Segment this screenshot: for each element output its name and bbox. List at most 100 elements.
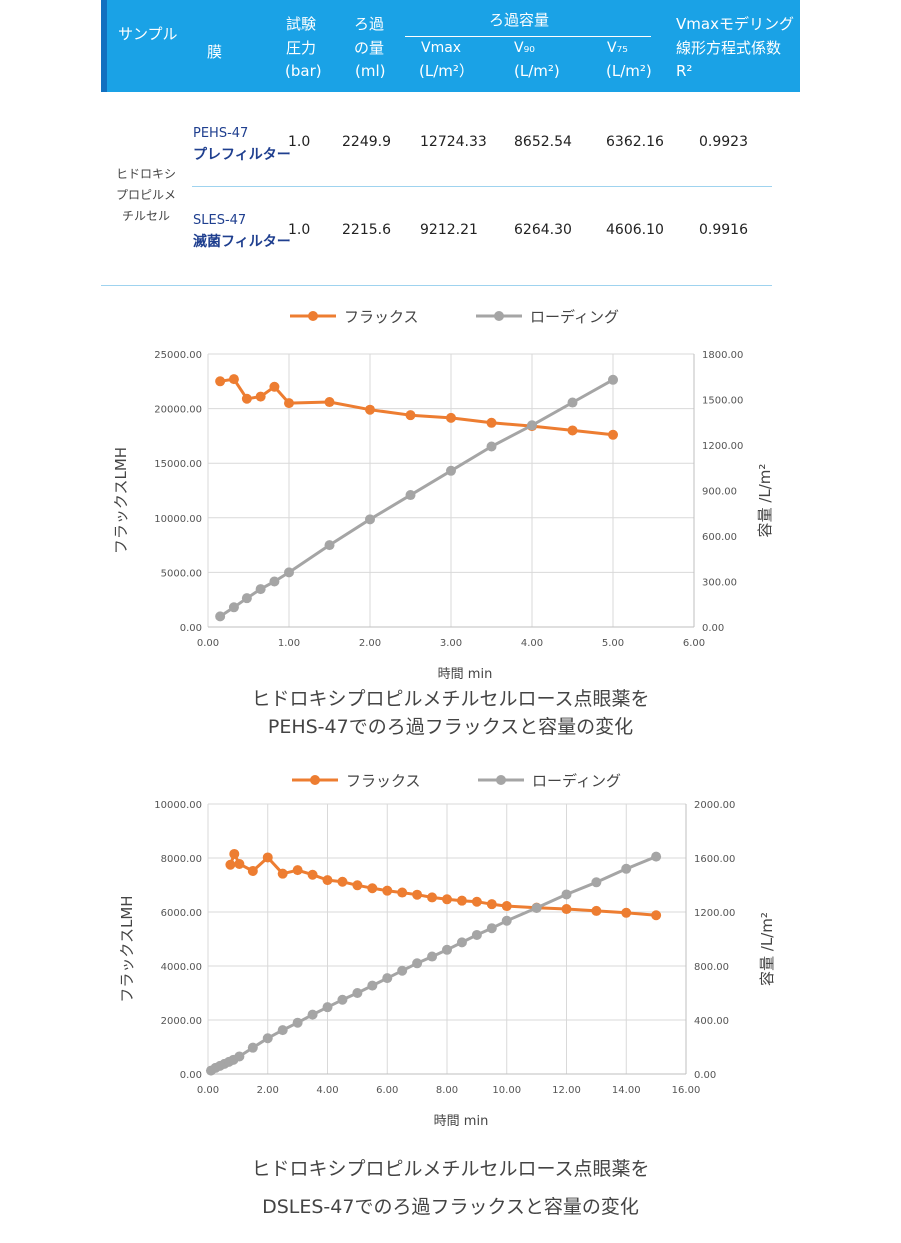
chart2-caption: ヒドロキシプロピルメチルセルロース点眼薬を DSLES-47でのろ過フラックスと… <box>0 1155 901 1221</box>
row-separator <box>192 186 772 187</box>
header-membrane: 膜 <box>207 43 223 61</box>
series-1-point <box>427 892 438 903</box>
x-tick-label: 12.00 <box>552 1085 581 1096</box>
chart2-caption-line1: ヒドロキシプロピルメチルセルロース点眼薬を <box>251 1158 650 1180</box>
x-tick-label: 6.00 <box>683 638 705 649</box>
y2-tick-label: 1600.00 <box>694 854 735 865</box>
row1-volume: 2249.9 <box>342 134 391 150</box>
row2-membrane-code: SLES-47 <box>193 213 247 228</box>
row1-vmax: 12724.33 <box>420 134 487 150</box>
y2-tick-label: 300.00 <box>702 578 737 589</box>
series-1-point <box>277 868 288 879</box>
x-tick-label: 4.00 <box>316 1085 338 1096</box>
legend-marker-2 <box>494 311 504 321</box>
series-2-point <box>367 980 378 991</box>
series-1-point <box>241 393 252 404</box>
x-tick-label: 0.00 <box>197 638 219 649</box>
header-r2-2: 線形方程式係数 <box>676 39 782 57</box>
series-2-point <box>215 611 226 622</box>
series-1-point <box>567 425 578 436</box>
x-axis-title: 時間 min <box>438 667 493 682</box>
x-tick-label: 2.00 <box>359 638 381 649</box>
series-1-point <box>247 865 258 876</box>
series-2-point <box>501 915 512 926</box>
series-1-point <box>382 885 393 896</box>
series-2-point <box>255 584 266 595</box>
series-1-point <box>225 859 236 870</box>
header-v75-1: V₇₅ <box>607 40 628 56</box>
series-1-point <box>284 398 294 409</box>
series-1-point <box>405 410 416 421</box>
y2-tick-label: 1800.00 <box>702 350 743 361</box>
series-1-point <box>262 852 273 863</box>
y-tick-label: 6000.00 <box>161 908 202 919</box>
x-tick-label: 6.00 <box>376 1085 398 1096</box>
row2-v90: 6264.30 <box>514 222 572 238</box>
legend-label-1: フラックス <box>344 308 419 326</box>
series-2-point <box>228 602 239 613</box>
row1-membrane-code: PEHS-47 <box>193 126 249 141</box>
x-tick-label: 8.00 <box>436 1085 458 1096</box>
header-pressure-1: 試験 <box>286 15 317 33</box>
table-header <box>101 0 800 92</box>
chart1-caption: ヒドロキシプロピルメチルセルロース点眼薬を PEHS-47でのろ過フラックスと容… <box>0 685 901 741</box>
series-1-point <box>337 876 348 887</box>
header-volume-3: (ml) <box>355 62 386 80</box>
series-2-point <box>412 958 423 969</box>
series-2-point <box>307 1009 318 1020</box>
row2-pressure: 1.0 <box>288 222 311 238</box>
y-tick-label: 2000.00 <box>161 1016 202 1027</box>
y-tick-label: 10000.00 <box>154 514 202 525</box>
chart-1: フラックス ローディング 0.00 1.00 2.00 3.00 4.00 5.00 6.00 0… <box>112 308 774 682</box>
series-2-point <box>561 889 572 900</box>
series-2-point <box>269 576 280 587</box>
series-2-point <box>608 374 618 385</box>
header-vmax-1: Vmax <box>421 40 462 56</box>
x-tick-label: 14.00 <box>612 1085 641 1096</box>
series-1-point <box>621 907 632 918</box>
series-2-point <box>337 994 348 1005</box>
x-axis-title: 時間 min <box>434 1114 489 1129</box>
series-2-point <box>486 441 497 452</box>
row2-v75: 4606.10 <box>606 222 664 238</box>
y2-tick-label: 1200.00 <box>702 441 743 452</box>
series-1-point <box>322 875 333 886</box>
series-1-point <box>307 869 318 880</box>
y2-axis-title: 容量 /L/m² <box>758 912 776 986</box>
x-tick-label: 0.00 <box>197 1085 219 1096</box>
series-2-point <box>284 567 294 578</box>
y-tick-label: 15000.00 <box>154 459 202 470</box>
series-1-point <box>292 865 303 876</box>
y2-tick-label: 600.00 <box>702 532 737 543</box>
series-2-point <box>352 988 363 998</box>
series-1-point <box>229 848 240 859</box>
series-2-point <box>427 951 438 962</box>
series-1-point <box>215 376 226 387</box>
row1-v75: 6362.16 <box>606 134 664 150</box>
y-tick-label: 4000.00 <box>161 962 202 973</box>
header-capacity-group: ろ過容量 <box>489 11 550 29</box>
header-sample: サンプル <box>118 25 178 43</box>
header-capacity-underline <box>405 36 651 37</box>
y-tick-label: 0.00 <box>180 623 202 634</box>
header-v90-2: (L/m²) <box>514 62 560 80</box>
y2-tick-label: 2000.00 <box>694 800 735 811</box>
series-1-point <box>365 404 375 415</box>
y2-axis-title: 容量 /L/m² <box>756 464 774 538</box>
series-2-point <box>262 1033 273 1044</box>
x-tick-label: 2.00 <box>257 1085 279 1096</box>
y-axis-title: フラックスLMH <box>118 895 136 1002</box>
row1-r2: 0.9923 <box>699 134 748 150</box>
series-1-point <box>352 880 363 891</box>
series-1-point <box>486 417 497 428</box>
series-1-point <box>442 894 452 905</box>
series-1-point <box>456 895 467 906</box>
y2-tick-label: 1500.00 <box>702 396 743 407</box>
y2-tick-label: 0.00 <box>694 1070 716 1081</box>
series-1-point <box>591 905 602 916</box>
series-1-point <box>412 889 423 900</box>
row1-pressure: 1.0 <box>288 134 311 150</box>
series-2-point <box>442 944 452 955</box>
x-tick-label: 16.00 <box>672 1085 701 1096</box>
legend-marker-2 <box>496 775 506 785</box>
